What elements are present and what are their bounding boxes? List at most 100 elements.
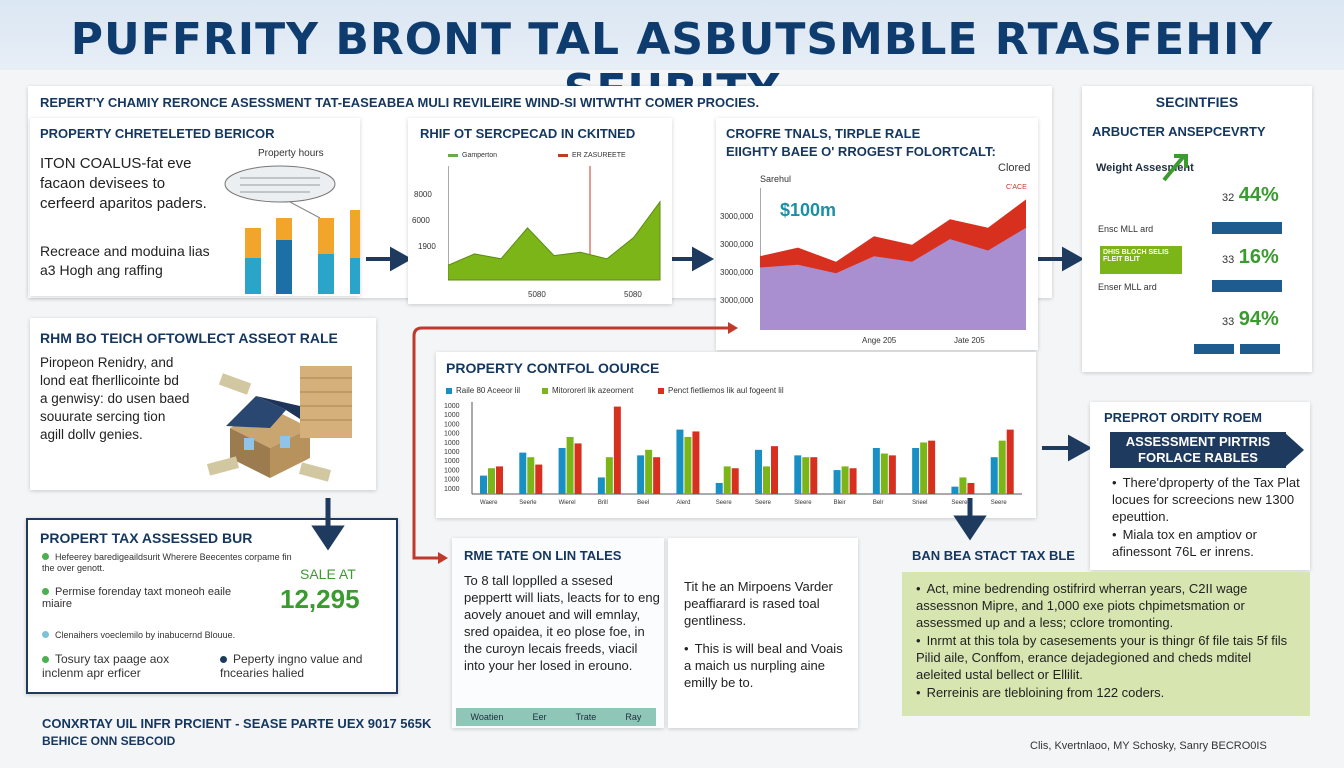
y-tick: 1000 (444, 412, 460, 419)
card1-text2: Recreace and moduina lias a3 Hogh ang ra… (40, 243, 210, 278)
x-tick: 5080 (624, 290, 642, 299)
column-header: Trate (575, 712, 597, 722)
bar (605, 457, 613, 494)
x-tick: 5080 (528, 290, 546, 299)
y-tick: 3000,000 (720, 268, 754, 277)
y-tick: 6000 (412, 216, 430, 225)
card-property-character: PROPERTY CHRETELETED BERICOR ITON COALUS… (30, 118, 360, 296)
bar (535, 464, 543, 494)
card3-label-right: Clored (998, 162, 1031, 174)
card10-heading: BAN BEA STACT TAX BLE (912, 548, 1075, 563)
bar (715, 482, 723, 494)
y-tick: 3000,000 (720, 240, 754, 249)
grouped-bar-chart: 1000 1000 1000 1000 1000 1000 1000 1000 1000 1000… (444, 402, 1022, 506)
footer-left-line2: BEHICE ONN SEBCOID (42, 734, 176, 748)
bar (597, 477, 605, 494)
card9-bullet1: There'dproperty of the Tax Plat locues f… (1112, 474, 1302, 525)
card-area-chart: RHIF OT SERCPECAD IN CKITNED Gamperton E… (408, 118, 672, 304)
bar (967, 482, 975, 494)
bar (990, 457, 998, 494)
x-tick: Belr (873, 500, 884, 506)
card4-heading: SECINTFIES (1155, 94, 1239, 110)
card1-bar-illustration (224, 165, 360, 294)
card4-value-2: 33 16% (1222, 246, 1279, 268)
card3-heading1: CROFRE TNALS, TIRPLE RALE (726, 126, 921, 141)
bar (653, 457, 661, 494)
card6-legend1: Raile 80 Aceeor lil (446, 386, 520, 395)
x-tick: Seere (991, 500, 1008, 506)
x-tick: Ange 205 (862, 336, 897, 345)
footer-right: Clis, Kvertnlaoo, MY Schosky, Sanry BECR… (1030, 740, 1267, 752)
card4-row-label: Enser MLL ard (1098, 282, 1157, 292)
bar (951, 486, 959, 494)
bar (488, 468, 495, 494)
card4-pill (1212, 280, 1282, 292)
x-tick: Seere (716, 500, 733, 506)
card6-legend3: Penct fietliemos lik aul fogeent lil (658, 386, 784, 395)
card2-legend1: Gamperton (448, 152, 497, 159)
card3-heading2: EIIGHTY BAEE O' RROGEST FOLORTCALT: (726, 144, 996, 159)
area-chart-1 (448, 166, 661, 281)
x-tick: Seerle (519, 500, 537, 506)
bar (763, 466, 770, 494)
bar (912, 448, 920, 494)
bar (558, 448, 566, 494)
house-money-icon (206, 366, 352, 482)
card-rate-tales: RME TATE ON LIN TALES To 8 tall lopplled… (452, 538, 664, 728)
card6-heading: PROPERTY CONTFOL OOURCE (446, 360, 660, 376)
card3-big-value: $100m (780, 200, 837, 220)
bar (794, 455, 802, 494)
x-tick: Brill (598, 500, 608, 506)
card3-tag: C'ACE (1006, 184, 1027, 191)
card2-heading: RHIF OT SERCPECAD IN CKITNED (420, 126, 636, 141)
card7-bullet2: Permise forenday taxt moneoh eaile miair… (42, 586, 232, 610)
card7-bullet1: Hefeerey baredigeaildsurit Wherere Beece… (42, 552, 292, 573)
card2-inner-label: Sheenko (456, 232, 488, 241)
bar (802, 457, 810, 494)
y-tick: 1000 (444, 449, 460, 456)
x-tick: Bleir (834, 500, 846, 506)
y-tick: 1900 (418, 242, 436, 251)
bar (676, 429, 684, 494)
card10-bullet1: Act, mine bedrending ostifrird wherran y… (916, 580, 1300, 631)
card4-row-label: Ensc MLL ard (1098, 224, 1154, 234)
bar (920, 442, 928, 494)
card4-subheading: ARBUCTER ANSEPCEVRTY (1092, 124, 1266, 139)
bar (1006, 429, 1014, 494)
card5-heading: RHM BO TEICH OFTOWLECT ASSEOT RALE (40, 330, 338, 346)
title-bar (0, 0, 1344, 70)
card-trends-chart: CROFRE TNALS, TIRPLE RALE EIIGHTY BAEE O… (716, 118, 1038, 350)
card4-value-3: 33 94% (1222, 308, 1279, 330)
card1-text1: ITON COALUS-fat eve facaon devisees to c… (40, 155, 207, 212)
bar (723, 466, 731, 494)
card7-bullet4: Tosury tax paage aox inclenm apr erficer (42, 652, 170, 680)
bar (731, 468, 739, 494)
card3-label-left: Sarehul (760, 174, 792, 184)
card9-heading: PREPROT ORDITY ROEM (1104, 410, 1262, 425)
card9-bullet2: Miala tox en amptiov or afinessont 76L e… (1112, 526, 1302, 560)
card1-heading: PROPERTY CHRETELETED BERICOR (40, 126, 275, 141)
x-tick: Seere (755, 500, 772, 506)
card4-pill (1194, 344, 1234, 354)
arrow-right-icon (1038, 246, 1085, 272)
bar (928, 440, 936, 494)
x-tick: Sleere (794, 500, 812, 506)
card-bar-chart: PROPERTY CONTFOL OOURCE Raile 80 Aceeor … (436, 352, 1036, 518)
x-tick: Seere (951, 500, 968, 506)
arrow-right-icon (668, 246, 715, 272)
card7-bullet5: Peperty ingno value and fncearies halied (220, 652, 363, 680)
intro-text: REPERT'Y CHAMIY RERONCE ASESSMENT TAT-EA… (40, 95, 760, 110)
bar (998, 440, 1006, 494)
bar (645, 449, 653, 494)
banner-arrow-icon (1284, 432, 1304, 468)
y-tick: 1000 (444, 486, 460, 493)
y-tick: 1000 (444, 467, 460, 474)
bar (496, 466, 503, 494)
bar (880, 453, 888, 494)
card5-text: Piropeon Renidry, and lond eat fherllico… (40, 355, 190, 442)
card10-panel: Act, mine bedrending ostifrird wherran y… (902, 572, 1310, 716)
x-tick: Beel (637, 500, 649, 506)
arrow-down-icon (953, 498, 987, 541)
area-series (448, 200, 661, 281)
y-tick: 1000 (444, 421, 460, 428)
